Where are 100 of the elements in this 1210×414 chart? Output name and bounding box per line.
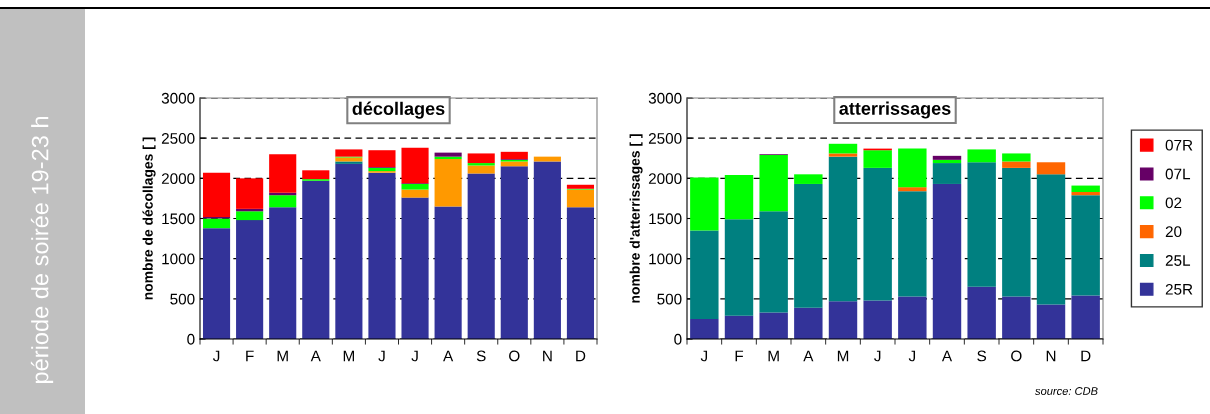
x-tick-label: J — [700, 350, 708, 362]
x-tick-label: F — [735, 350, 744, 362]
bar — [1036, 162, 1066, 175]
source-note: source: CDB — [1035, 387, 1098, 395]
bar — [1002, 153, 1031, 162]
bar — [932, 155, 962, 160]
legend-label: 25R — [1165, 283, 1193, 295]
bar — [898, 296, 927, 339]
bar — [335, 163, 363, 339]
bar — [500, 166, 528, 339]
bar — [1036, 304, 1066, 339]
bar — [898, 148, 927, 188]
bar — [368, 172, 396, 339]
bar — [335, 157, 363, 162]
y-axis-title: nombre d'atterrissages [ ] — [629, 134, 643, 303]
bar — [467, 165, 495, 174]
bar — [401, 147, 429, 184]
y-tick-label: 2500 — [161, 133, 195, 144]
bar — [1002, 161, 1031, 168]
y-tick-label: 1000 — [649, 253, 682, 265]
bar — [690, 318, 719, 339]
x-tick-label: N — [1046, 350, 1056, 362]
bar — [335, 161, 363, 164]
bar — [368, 167, 396, 172]
bar — [1002, 167, 1031, 297]
chart-title: atterrissages — [839, 101, 951, 119]
x-tick-label: S — [977, 350, 987, 362]
x-tick-label: A — [941, 350, 953, 362]
bar — [932, 183, 962, 339]
bar — [794, 174, 823, 184]
bar — [500, 161, 528, 167]
x-tick-label: J — [411, 350, 418, 362]
bar — [401, 183, 429, 190]
x-tick-label: N — [543, 350, 552, 362]
bar — [932, 163, 962, 184]
bar — [1071, 295, 1100, 339]
bar — [794, 183, 823, 308]
x-tick-label: S — [476, 350, 486, 362]
bar — [566, 207, 595, 339]
bar — [202, 218, 231, 229]
bar — [690, 177, 719, 231]
x-tick-label: J — [378, 350, 385, 362]
bar — [368, 150, 396, 168]
bar — [302, 170, 330, 180]
bar — [467, 153, 495, 164]
x-tick-label: D — [1081, 350, 1091, 362]
x-tick-label: M — [277, 350, 288, 362]
y-tick-label: 3000 — [161, 92, 195, 104]
bar — [724, 315, 754, 339]
y-tick-label: 3000 — [648, 92, 682, 104]
x-tick-label: A — [310, 350, 321, 362]
bar — [500, 151, 528, 160]
legend-label: 25L — [1165, 255, 1191, 266]
bar — [202, 172, 231, 217]
bar — [269, 154, 297, 193]
bar — [302, 180, 330, 339]
x-tick-label: D — [576, 350, 586, 362]
legend-label: 07R — [1165, 139, 1193, 151]
bar — [828, 143, 858, 154]
bar — [724, 175, 754, 220]
x-tick-label: O — [509, 350, 520, 362]
bar — [967, 149, 996, 163]
bar — [566, 189, 595, 208]
bar — [828, 153, 858, 157]
y-tick-label: 1500 — [162, 213, 195, 225]
y-tick-label: 2000 — [648, 173, 682, 185]
y-tick-label: 2500 — [648, 133, 682, 144]
bar — [236, 220, 264, 339]
bar — [202, 228, 231, 339]
bar — [863, 300, 892, 339]
bar — [863, 167, 892, 301]
legend-label: 02 — [1165, 197, 1182, 209]
x-tick-label: F — [246, 350, 254, 362]
bar — [335, 149, 363, 157]
bar — [566, 184, 595, 189]
bar — [863, 150, 892, 168]
bar — [1071, 191, 1100, 196]
x-tick-label: O — [1011, 350, 1022, 362]
x-tick-label: M — [343, 350, 354, 362]
bar — [236, 178, 264, 209]
bar — [236, 211, 264, 221]
y-axis-title: nombre de décollages [ ] — [142, 137, 156, 300]
bar — [759, 155, 788, 212]
x-tick-label: J — [908, 350, 916, 362]
bar — [401, 197, 429, 339]
x-tick-label: J — [874, 350, 881, 362]
y-tick-label: 500 — [170, 293, 195, 305]
bar — [898, 187, 927, 192]
bar — [759, 211, 788, 313]
bar — [434, 152, 462, 157]
y-tick-label: 1000 — [162, 253, 195, 265]
bar — [1002, 296, 1031, 339]
bar — [1036, 174, 1066, 305]
y-tick-label: 0 — [674, 333, 682, 345]
y-tick-label: 1500 — [649, 213, 682, 225]
bar — [794, 307, 823, 339]
bar — [269, 195, 297, 208]
legend-label: 07L — [1165, 168, 1191, 180]
text: période de soirée 19-23 h — [30, 116, 54, 384]
x-tick-label: A — [803, 350, 814, 362]
